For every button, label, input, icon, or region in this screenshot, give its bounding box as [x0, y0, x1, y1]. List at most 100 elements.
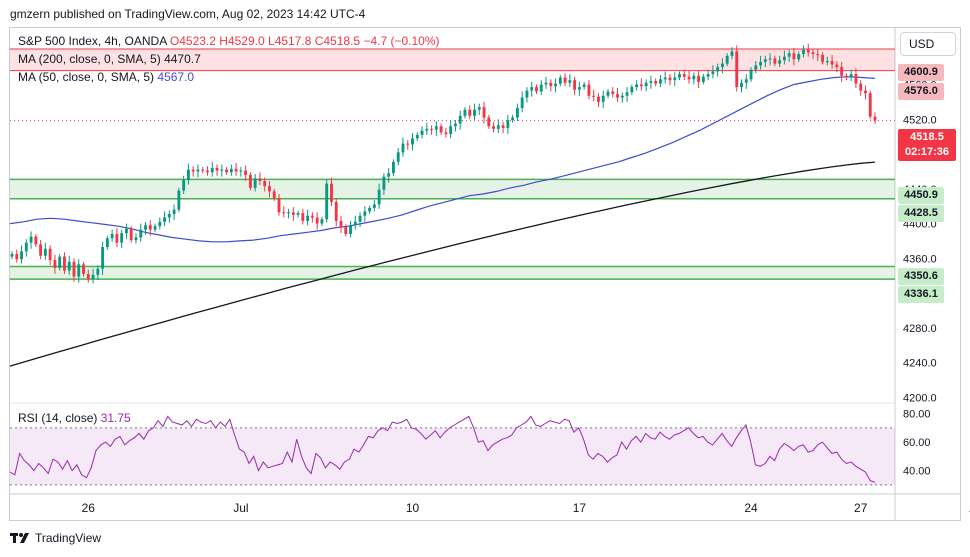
low-label: L [268, 34, 275, 48]
candle-body [29, 236, 33, 243]
candle-body [396, 152, 400, 162]
candle-body [43, 248, 47, 256]
ma200-label[interactable]: MA (200, close, 0, SMA, 5) [18, 52, 161, 66]
candle-body [701, 76, 705, 82]
rsi-value: 31.75 [100, 411, 131, 425]
candle-body [554, 83, 557, 87]
candle-body [239, 170, 243, 172]
candle-body [601, 95, 605, 102]
candle-body [196, 169, 200, 172]
ma200-line [9, 161, 876, 367]
rsi-label[interactable]: RSI (14, close) [18, 411, 98, 425]
candle-body [287, 212, 290, 214]
support1-lower-tag: 4428.5 [898, 205, 944, 222]
candle-body [306, 215, 310, 221]
candle-body [330, 183, 333, 202]
candle-body [477, 107, 481, 110]
candle-body [301, 213, 305, 221]
candle-body [225, 169, 228, 173]
candle-body [234, 168, 238, 172]
candle-body [506, 120, 510, 128]
ma50-label[interactable]: MA (50, close, 0, SMA, 5) [18, 70, 155, 84]
candle-body [482, 107, 486, 118]
last-price-value: 4518.5 [910, 131, 944, 143]
candle-body [616, 94, 619, 98]
candle-body [144, 225, 147, 230]
candle-body [635, 84, 639, 88]
time-tick-label: Jul [233, 501, 248, 515]
candle-body [706, 74, 710, 77]
candle-body [272, 191, 276, 199]
time-tick-label: 10 [406, 501, 420, 515]
candle-body [535, 87, 538, 92]
candle-body [768, 58, 772, 60]
candle-body [263, 180, 267, 187]
candle-body [72, 261, 76, 277]
price-tick-label: 4520.0 [903, 114, 937, 126]
candle-body [453, 123, 457, 127]
candle-body [125, 228, 128, 234]
candle-body [310, 215, 314, 218]
ma50-line [9, 76, 876, 243]
ma200-legend-row: MA (200, close, 0, SMA, 5) 4470.7 [18, 50, 440, 68]
candle-body [849, 74, 853, 78]
candle-body [463, 109, 467, 116]
candle-body [511, 117, 515, 121]
candle-body [754, 65, 758, 70]
candle-body [668, 77, 672, 81]
tradingview-logo-icon [10, 533, 29, 543]
open-label: O [169, 34, 180, 48]
candle-body [868, 93, 872, 117]
candle-body [67, 261, 71, 271]
candle-body [105, 238, 109, 248]
candle-body [10, 253, 14, 257]
candle-body [673, 77, 677, 81]
currency-button[interactable]: USD [900, 32, 956, 56]
candle-body [377, 189, 381, 205]
published-caption: gmzern published on TradingView.com, Aug… [10, 7, 366, 21]
candle-body [697, 75, 701, 82]
candle-body [468, 109, 472, 116]
candle-body [444, 132, 448, 135]
candle-body [344, 227, 348, 234]
candle-body [420, 130, 424, 135]
candle-body [158, 221, 162, 227]
candle-body [649, 81, 653, 83]
candle-body [86, 273, 90, 280]
candle-body [315, 217, 319, 224]
candle-body [215, 167, 219, 171]
time-tick-label: 26 [82, 501, 96, 515]
candle-body [15, 253, 19, 260]
support2-zone [10, 266, 895, 280]
candle-body [792, 53, 796, 60]
candle-body [787, 53, 791, 57]
ma200-value: 4470.7 [164, 52, 201, 66]
candle-body [277, 198, 281, 213]
candle-body [611, 91, 615, 95]
candle-body [802, 49, 805, 55]
candle-body [873, 116, 877, 121]
symbol-label[interactable]: S&P 500 Index, 4h, OANDA [18, 34, 167, 48]
close-value: 4518.5 [323, 34, 361, 48]
candle-body [821, 54, 824, 62]
candle-body [778, 60, 782, 64]
low-value: 4517.8 [274, 34, 312, 48]
time-tick-label: 17 [573, 501, 587, 515]
candle-body [115, 233, 119, 243]
candle-body [539, 84, 543, 92]
candle-body [58, 256, 62, 268]
candle-body [582, 84, 586, 88]
time-tick-label: 27 [854, 501, 868, 515]
candle-body [825, 61, 829, 63]
candle-body [291, 212, 295, 215]
candle-body [840, 67, 844, 76]
candle-body [740, 82, 743, 88]
candle-body [186, 169, 190, 181]
candle-body [382, 176, 386, 190]
support2-upper-tag: 4350.6 [898, 268, 944, 285]
candle-body [201, 169, 205, 171]
candle-body [177, 190, 181, 210]
candle-body [654, 81, 658, 84]
candle-body [530, 87, 534, 91]
candle-body [735, 51, 739, 88]
